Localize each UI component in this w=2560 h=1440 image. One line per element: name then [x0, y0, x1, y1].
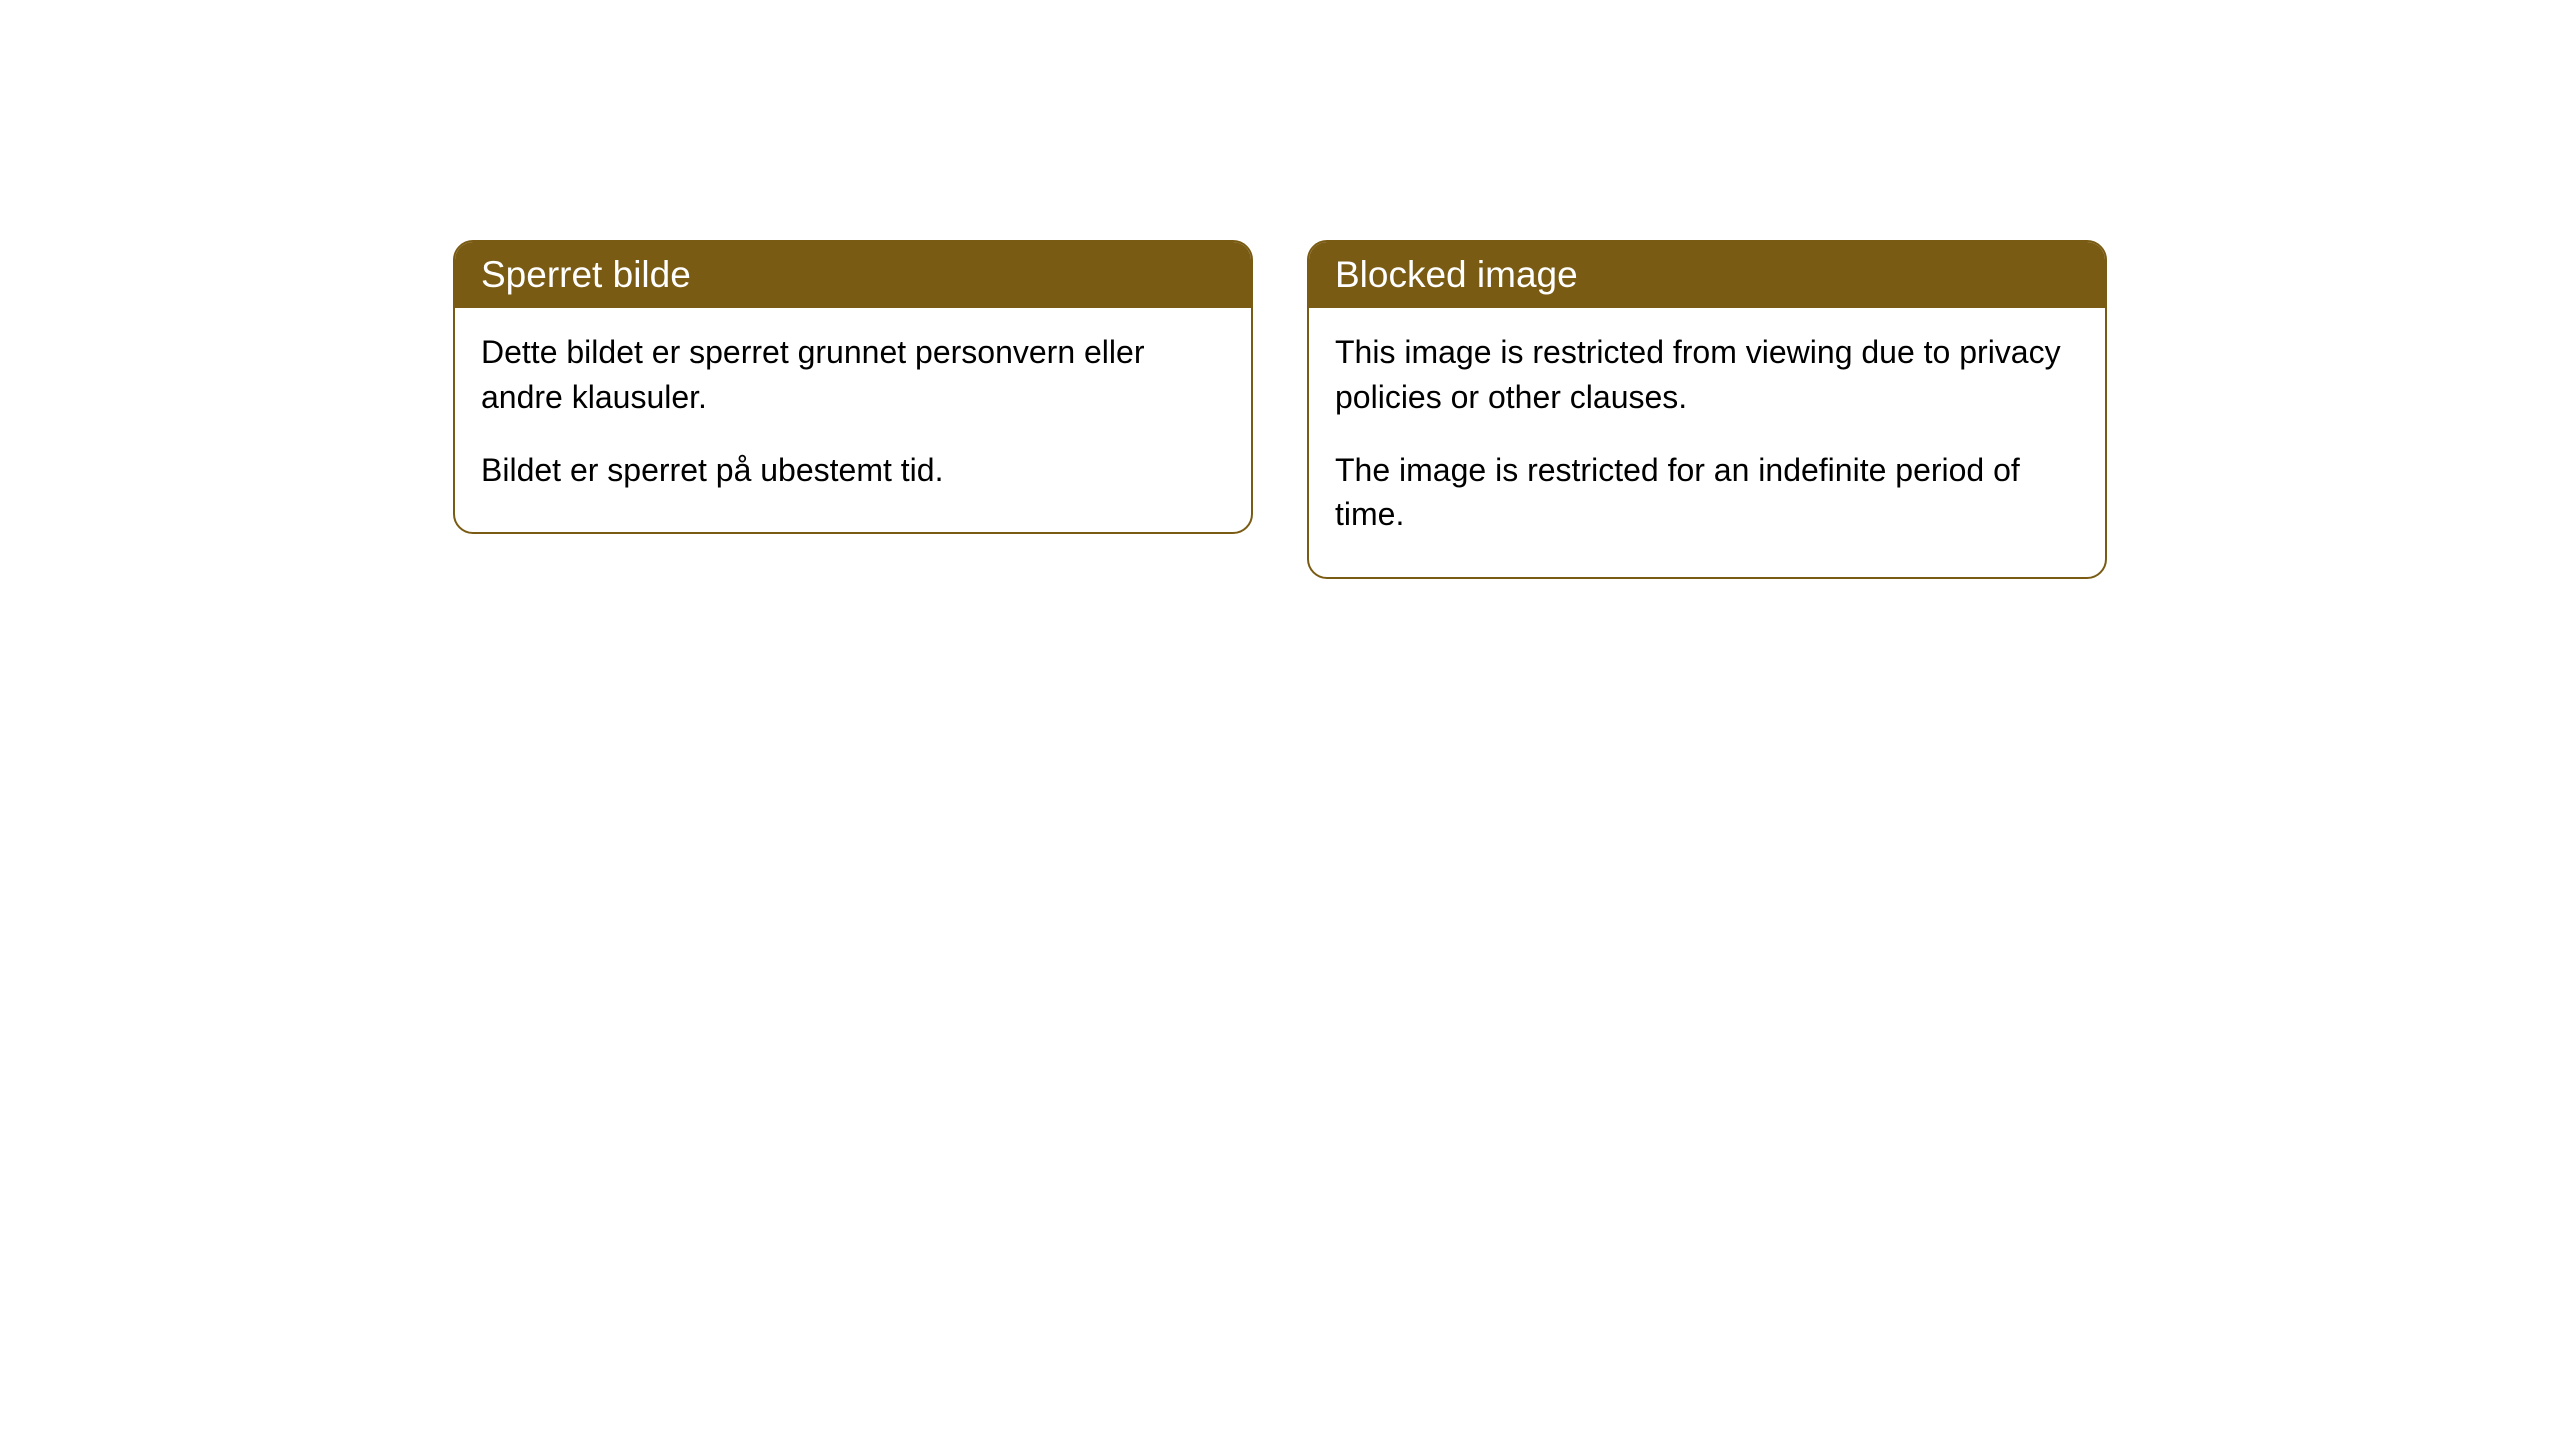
blocked-image-card-english: Blocked image This image is restricted f…	[1307, 240, 2107, 579]
card-paragraph: This image is restricted from viewing du…	[1335, 330, 2079, 420]
card-paragraph: Bildet er sperret på ubestemt tid.	[481, 448, 1225, 493]
card-header: Sperret bilde	[455, 242, 1251, 308]
card-body: This image is restricted from viewing du…	[1309, 308, 2105, 577]
card-paragraph: Dette bildet er sperret grunnet personve…	[481, 330, 1225, 420]
card-paragraph: The image is restricted for an indefinit…	[1335, 448, 2079, 538]
notice-cards-container: Sperret bilde Dette bildet er sperret gr…	[453, 240, 2107, 1440]
card-title: Sperret bilde	[481, 254, 691, 295]
card-body: Dette bildet er sperret grunnet personve…	[455, 308, 1251, 532]
card-header: Blocked image	[1309, 242, 2105, 308]
card-title: Blocked image	[1335, 254, 1578, 295]
blocked-image-card-norwegian: Sperret bilde Dette bildet er sperret gr…	[453, 240, 1253, 534]
